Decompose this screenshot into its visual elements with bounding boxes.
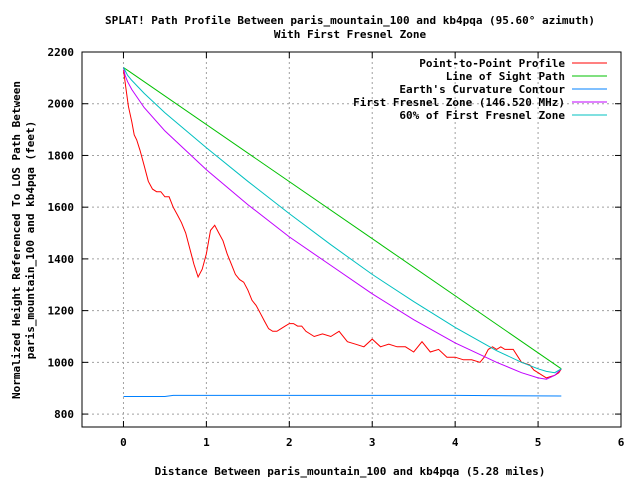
y-tick-label: 1400 bbox=[48, 253, 75, 266]
y-tick-label: 800 bbox=[54, 408, 74, 421]
x-tick-label: 6 bbox=[618, 436, 625, 449]
y-tick-label: 1800 bbox=[48, 149, 75, 162]
x-tick-label: 1 bbox=[203, 436, 210, 449]
series-line-first-fresnel-zone-146-520-mhz bbox=[123, 67, 562, 380]
x-tick-label: 3 bbox=[369, 436, 376, 449]
legend-label-earth-s-curvature-contour: Earth's Curvature Contour bbox=[399, 83, 565, 96]
x-tick-label: 0 bbox=[120, 436, 127, 449]
series-line-60-of-first-fresnel-zone bbox=[123, 67, 562, 374]
legend-label-first-fresnel-zone-146-520-mhz: First Fresnel Zone (146.520 MHz) bbox=[353, 96, 565, 109]
y-axis-label-line: paris_mountain_100 and kb4pqa (feet) bbox=[24, 121, 37, 359]
y-tick-label: 2000 bbox=[48, 98, 75, 111]
y-tick-label: 1600 bbox=[48, 201, 75, 214]
x-tick-label: 4 bbox=[452, 436, 459, 449]
legend-label-point-to-point-profile: Point-to-Point Profile bbox=[419, 57, 565, 70]
plot-frame bbox=[81, 51, 622, 428]
y-tick-label: 1200 bbox=[48, 305, 75, 318]
y-tick-label: 2200 bbox=[48, 46, 75, 59]
x-tick-label: 2 bbox=[286, 436, 293, 449]
axis-ticks: 0 1 2 3 4 5 6 800 1000 1200 1400 1600 1800 2000 2200 bbox=[48, 46, 625, 449]
series-line-point-to-point-profile bbox=[123, 70, 562, 379]
series-line-earth-s-curvature-contour bbox=[123, 394, 562, 397]
x-tick-label: 5 bbox=[535, 436, 542, 449]
chart-title-line: SPLAT! Path Profile Between paris_mounta… bbox=[105, 14, 595, 27]
legend-label-line-of-sight-path: Line of Sight Path bbox=[446, 70, 565, 83]
x-axis-label: Distance Between paris_mountain_100 and … bbox=[155, 465, 546, 478]
legend-label-60-of-first-fresnel-zone: 60% of First Fresnel Zone bbox=[399, 109, 565, 122]
series-line-line-of-sight-path bbox=[123, 67, 562, 370]
data-series bbox=[123, 67, 562, 397]
y-axis-label: Normalized Height Referenced To LOS Path… bbox=[10, 81, 37, 399]
y-axis-label-line: Normalized Height Referenced To LOS Path… bbox=[10, 81, 23, 399]
y-tick-label: 1000 bbox=[48, 356, 75, 369]
chart-title-line: With First Fresnel Zone bbox=[274, 28, 427, 41]
chart-title: SPLAT! Path Profile Between paris_mounta… bbox=[105, 14, 595, 41]
